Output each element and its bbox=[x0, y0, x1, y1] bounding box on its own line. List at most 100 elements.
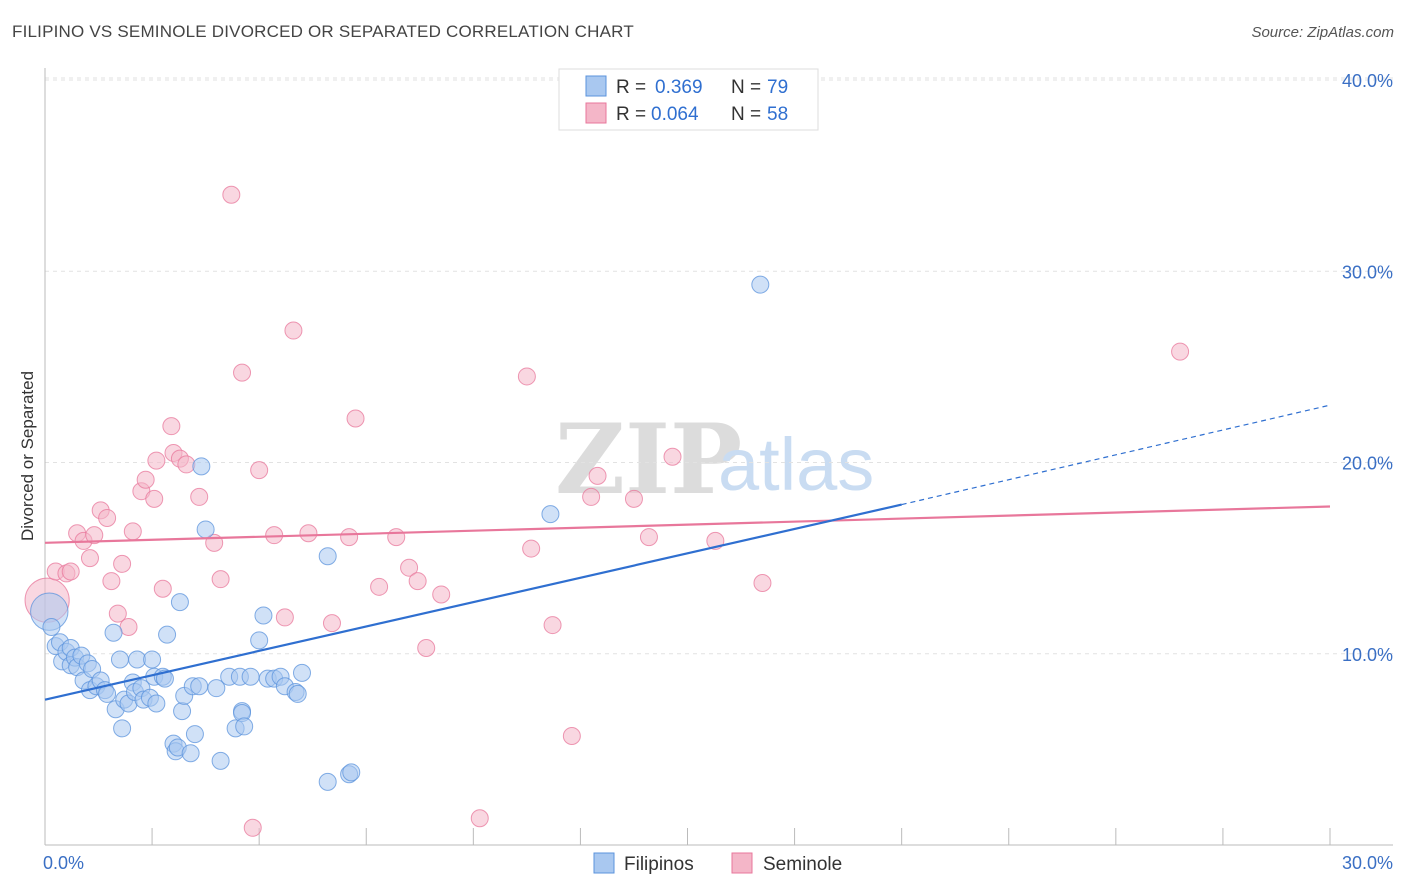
seminole-point[interactable] bbox=[522, 539, 541, 558]
seminole-point[interactable] bbox=[136, 470, 155, 489]
seminole-point[interactable] bbox=[299, 524, 318, 543]
legend-seminole-swatch[interactable] bbox=[731, 852, 753, 874]
source-label: Source: ZipAtlas.com bbox=[1251, 24, 1394, 41]
filipinos-point[interactable] bbox=[211, 751, 230, 770]
seminole-point[interactable] bbox=[98, 508, 117, 527]
x-tick-label-min: 0.0% bbox=[43, 853, 84, 873]
filipinos-r-value: 0.369 bbox=[655, 77, 703, 98]
filipinos-point[interactable] bbox=[128, 650, 147, 669]
seminole-point[interactable] bbox=[211, 570, 230, 589]
filipinos-trend-line bbox=[44, 503, 902, 701]
seminole-point[interactable] bbox=[177, 455, 196, 474]
seminole-point[interactable] bbox=[61, 562, 80, 581]
filipinos-point[interactable] bbox=[241, 667, 260, 686]
stats-legend: R = 0.369 N = 79 R = 0.064 N = 58 bbox=[558, 68, 819, 131]
seminole-point[interactable] bbox=[753, 573, 772, 592]
seminole-r-value: 0.064 bbox=[651, 104, 699, 125]
legend-filipinos-label[interactable]: Filipinos bbox=[624, 854, 694, 875]
filipinos-point[interactable] bbox=[318, 772, 337, 791]
chart-title: FILIPINO VS SEMINOLE DIVORCED OR SEPARAT… bbox=[12, 22, 634, 41]
filipinos-point[interactable] bbox=[181, 744, 200, 763]
seminole-point[interactable] bbox=[340, 528, 359, 547]
y-axis-title: Divorced or Separated bbox=[18, 371, 37, 541]
seminole-point[interactable] bbox=[417, 639, 436, 658]
seminole-point[interactable] bbox=[543, 616, 562, 635]
seminole-point[interactable] bbox=[153, 579, 172, 598]
seminole-point[interactable] bbox=[243, 818, 262, 837]
seminole-point[interactable] bbox=[233, 363, 252, 382]
y-tick-label: 30.0% bbox=[1342, 262, 1393, 282]
seminole-n-value: 58 bbox=[767, 104, 788, 125]
seminole-point[interactable] bbox=[250, 461, 269, 480]
seminole-point[interactable] bbox=[145, 489, 164, 508]
seminole-point[interactable] bbox=[275, 608, 294, 627]
x-tick-label-max: 30.0% bbox=[1342, 853, 1393, 873]
seminole-point[interactable] bbox=[1171, 342, 1190, 361]
seminole-point[interactable] bbox=[102, 572, 121, 591]
filipinos-n-label: N = bbox=[731, 77, 761, 98]
filipinos-point[interactable] bbox=[185, 725, 204, 744]
seminole-point[interactable] bbox=[80, 549, 99, 568]
filipinos-point[interactable] bbox=[170, 593, 189, 612]
filipinos-point[interactable] bbox=[250, 631, 269, 650]
legend-filipinos-swatch[interactable] bbox=[593, 852, 615, 874]
series-legend: Filipinos Seminole bbox=[593, 852, 842, 875]
filipinos-point[interactable] bbox=[147, 694, 166, 713]
seminole-point[interactable] bbox=[322, 614, 341, 633]
filipinos-point[interactable] bbox=[288, 684, 307, 703]
seminole-point[interactable] bbox=[588, 466, 607, 485]
seminole-point[interactable] bbox=[119, 617, 138, 636]
seminole-point[interactable] bbox=[470, 809, 489, 828]
seminole-point[interactable] bbox=[582, 487, 601, 506]
filipinos-point[interactable] bbox=[173, 702, 192, 721]
seminole-r-label: R = bbox=[616, 104, 646, 125]
seminole-point[interactable] bbox=[639, 528, 658, 547]
seminole-point[interactable] bbox=[222, 185, 241, 204]
seminole-point[interactable] bbox=[387, 528, 406, 547]
filipinos-point[interactable] bbox=[192, 457, 211, 476]
x-axis-ticks bbox=[44, 828, 1331, 845]
filipinos-point[interactable] bbox=[190, 677, 209, 696]
seminole-point[interactable] bbox=[123, 522, 142, 541]
seminole-point[interactable] bbox=[113, 554, 132, 573]
watermark-atlas: atlas bbox=[718, 423, 874, 506]
seminole-point[interactable] bbox=[190, 487, 209, 506]
filipinos-point[interactable] bbox=[196, 520, 215, 539]
filipinos-point[interactable] bbox=[158, 625, 177, 644]
filipinos-point[interactable] bbox=[342, 763, 361, 782]
filipinos-point[interactable] bbox=[254, 606, 273, 625]
seminole-point[interactable] bbox=[432, 585, 451, 604]
seminole-point[interactable] bbox=[108, 604, 127, 623]
filipinos-point[interactable] bbox=[113, 719, 132, 738]
filipinos-point[interactable] bbox=[541, 505, 560, 524]
y-tick-label: 20.0% bbox=[1342, 454, 1393, 474]
seminole-trend-line bbox=[44, 505, 1331, 544]
filipinos-point[interactable] bbox=[110, 650, 129, 669]
filipinos-point[interactable] bbox=[318, 547, 337, 566]
filipinos-point[interactable] bbox=[143, 650, 162, 669]
filipinos-point[interactable] bbox=[235, 717, 254, 736]
seminole-point[interactable] bbox=[663, 447, 682, 466]
seminole-point[interactable] bbox=[370, 577, 389, 596]
seminole-point[interactable] bbox=[85, 526, 104, 545]
filipinos-legend-swatch bbox=[585, 75, 607, 97]
seminole-point[interactable] bbox=[284, 321, 303, 340]
seminole-point[interactable] bbox=[408, 572, 427, 591]
seminole-point[interactable] bbox=[147, 451, 166, 470]
filipinos-point[interactable] bbox=[207, 679, 226, 698]
seminole-point[interactable] bbox=[162, 417, 181, 436]
filipinos-point[interactable] bbox=[293, 663, 311, 682]
y-tick-label: 40.0% bbox=[1342, 71, 1393, 91]
trend-lines bbox=[44, 404, 1331, 701]
seminole-point[interactable] bbox=[562, 726, 581, 745]
seminole-point[interactable] bbox=[624, 489, 643, 508]
legend-seminole-label[interactable]: Seminole bbox=[763, 854, 842, 875]
seminole-point[interactable] bbox=[517, 367, 536, 386]
y-tick-label: 10.0% bbox=[1342, 645, 1393, 665]
seminole-point[interactable] bbox=[346, 409, 365, 428]
filipinos-point[interactable] bbox=[104, 623, 123, 642]
seminole-point[interactable] bbox=[400, 558, 419, 577]
filipinos-point[interactable] bbox=[42, 617, 61, 636]
filipinos-point[interactable] bbox=[751, 275, 770, 294]
